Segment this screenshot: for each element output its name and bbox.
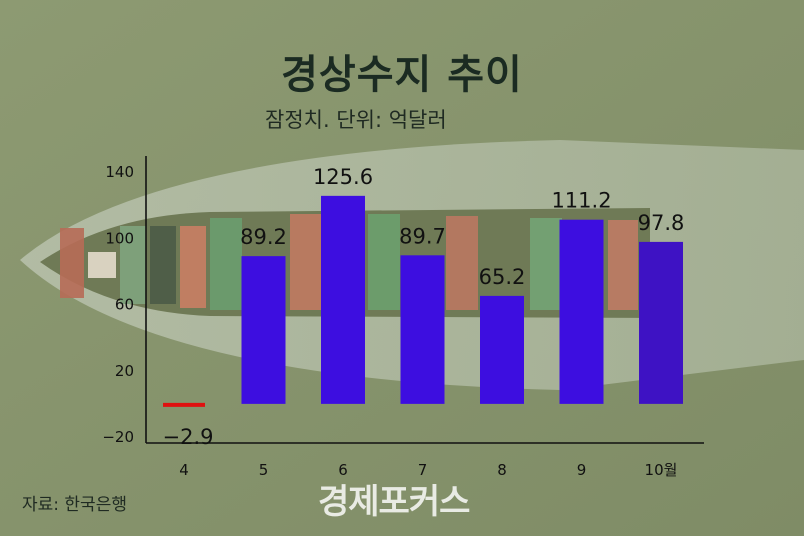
y-tick-label: 20 — [115, 362, 134, 380]
data-label: 97.8 — [638, 211, 685, 235]
bar-negative — [163, 402, 205, 407]
x-tick-label: 8 — [497, 461, 507, 479]
y-tick-label: 100 — [105, 229, 134, 247]
y-tick-label: −20 — [102, 428, 134, 446]
y-tick-label: 60 — [115, 296, 134, 314]
x-tick-label: 9 — [577, 461, 587, 479]
bar — [321, 195, 365, 404]
x-tick-label: 7 — [418, 461, 428, 479]
y-tick-label: 140 — [105, 163, 134, 181]
x-tick-label: 5 — [259, 461, 269, 479]
bar — [400, 255, 445, 404]
x-tick-label: 6 — [338, 461, 348, 479]
publisher-watermark: 경제포커스 — [318, 482, 470, 522]
chart-subtitle: 잠정치. 단위: 억달러 — [265, 108, 447, 132]
data-label: 125.6 — [313, 165, 373, 189]
chart-title: 경상수지 추이 — [281, 52, 523, 98]
bar — [241, 256, 286, 404]
bar — [559, 219, 604, 404]
source-note: 자료: 한국은행 — [22, 495, 127, 515]
data-label: −2.9 — [163, 425, 214, 449]
x-tick-label: 10월 — [645, 461, 678, 479]
bar — [639, 241, 683, 404]
data-label: 89.2 — [240, 225, 287, 249]
data-label: 89.7 — [399, 224, 446, 248]
bar — [480, 295, 524, 404]
x-tick-label: 4 — [179, 461, 189, 479]
data-label: 65.2 — [479, 265, 526, 289]
data-label: 111.2 — [551, 189, 611, 213]
